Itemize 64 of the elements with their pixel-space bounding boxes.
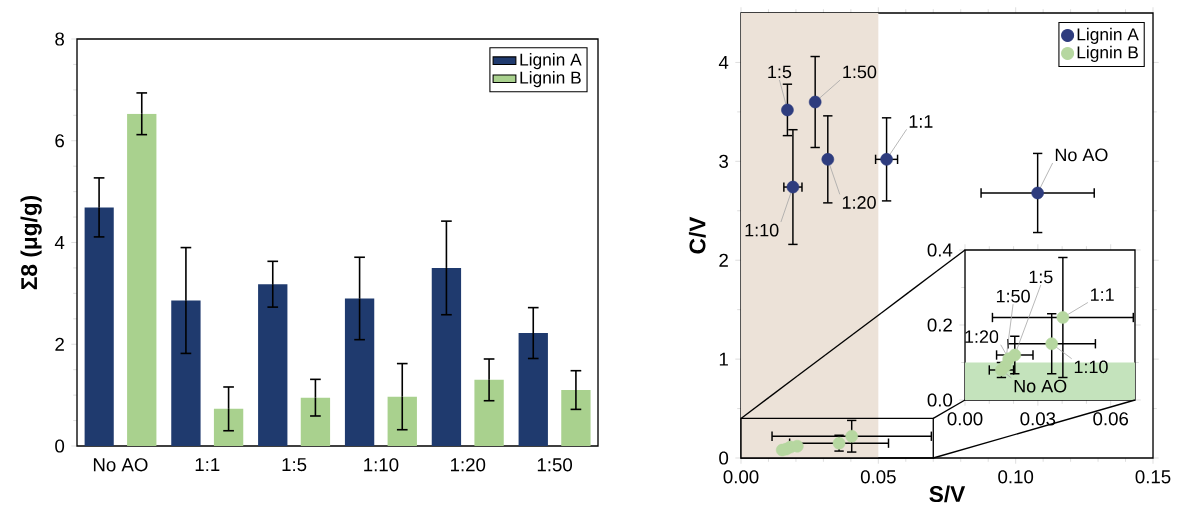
annotation: 1:1 (909, 115, 933, 128)
y-tick-label: 2 (55, 337, 64, 351)
point (880, 153, 893, 166)
x-tick-label: 0.00 (723, 470, 759, 484)
point (781, 103, 794, 117)
point (1008, 348, 1022, 362)
annotation: 1:1 (1090, 288, 1114, 301)
x-tick-label: 0.05 (860, 470, 896, 484)
legend-label: Lignin A (520, 53, 582, 70)
x-tick-label: 1:5 (282, 458, 307, 472)
annotation: 1:20 (842, 196, 876, 209)
y-tick-label: 0 (55, 439, 65, 453)
point (791, 439, 804, 453)
bar (171, 300, 201, 446)
y-tick-label: 3 (719, 154, 728, 168)
x-tick-label: 1:50 (537, 458, 573, 472)
legend-label: Lignin B (1077, 45, 1138, 62)
point (808, 95, 822, 109)
x-tick-label: 0.15 (1135, 470, 1171, 484)
legend-label: Lignin A (1077, 27, 1139, 44)
x-tick-label: 0.00 (947, 412, 983, 426)
y-tick-label: 1 (719, 352, 728, 366)
y-tick-label: 4 (718, 56, 729, 69)
bar (431, 267, 462, 446)
annotation: 1:10 (745, 223, 779, 237)
x-tick-label: No AO (93, 458, 148, 472)
annotation: 1:50 (996, 289, 1030, 303)
point (845, 429, 858, 443)
y-tick-label: 8 (55, 32, 65, 46)
y-tick-label: 2 (719, 253, 728, 267)
y-tick-label: 0.0 (927, 393, 953, 407)
legend-label: Lignin B (520, 71, 581, 88)
annotation: No AO (1014, 379, 1067, 393)
x-tick-label: 0.10 (998, 470, 1034, 484)
y-tick-label: 0.2 (927, 318, 952, 332)
bar (300, 397, 331, 446)
x-tick-label: 1:1 (195, 458, 220, 472)
bar (518, 333, 548, 446)
bar (84, 207, 114, 446)
bar (474, 379, 504, 446)
point (1056, 311, 1070, 324)
annotation: 1:10 (1074, 360, 1108, 374)
y-tick-label: 0.4 (927, 243, 953, 257)
point (1045, 337, 1058, 351)
y-axis-title: Σ8 (μg/g) (20, 195, 42, 290)
x-tick-label: 0.03 (1020, 412, 1056, 426)
y-axis-title: C/V (688, 216, 706, 254)
y-tick-label: 4 (54, 236, 65, 249)
x-tick-label: 1:20 (451, 458, 486, 472)
bar (258, 284, 288, 446)
x-axis-title: S/V (929, 485, 966, 503)
x-tick-label: 0.06 (1093, 412, 1129, 426)
point (1031, 186, 1044, 200)
annotation: 1:5 (1029, 270, 1053, 284)
bar (344, 298, 375, 446)
annotation: No AO (1055, 148, 1108, 162)
bar (561, 390, 591, 446)
bar (127, 113, 157, 446)
annotation: 1:50 (843, 65, 877, 79)
point (821, 153, 835, 166)
annotation: 1:5 (768, 65, 792, 79)
y-tick-label: 6 (55, 134, 64, 148)
y-tick-label: 0 (719, 451, 729, 465)
x-tick-label: 1:10 (364, 458, 399, 472)
